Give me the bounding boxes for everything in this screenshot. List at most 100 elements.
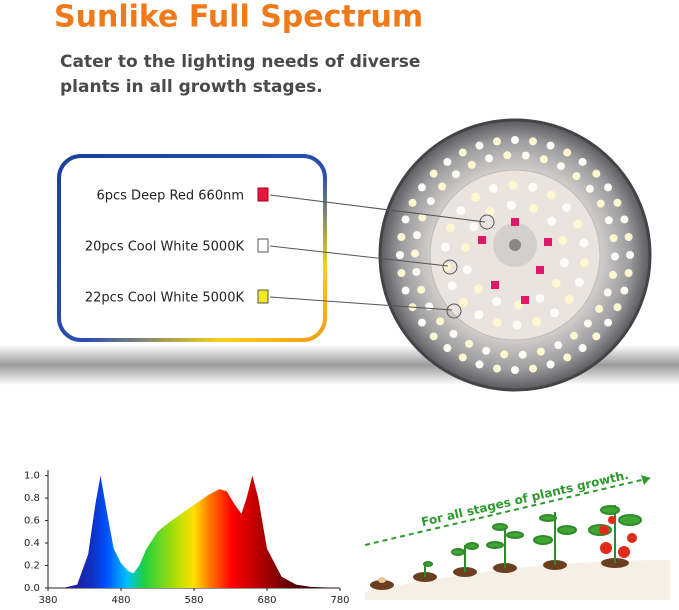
led	[528, 203, 538, 213]
led	[532, 317, 542, 327]
led	[547, 216, 557, 226]
led	[573, 219, 583, 229]
x-tick-label: 580	[184, 595, 203, 606]
led	[592, 332, 601, 341]
led	[521, 296, 529, 304]
led	[609, 234, 618, 243]
x-tick-label: 780	[330, 595, 349, 606]
led	[579, 238, 589, 248]
led	[536, 266, 544, 274]
led	[456, 206, 466, 216]
led	[461, 242, 471, 252]
led	[604, 183, 613, 192]
led	[418, 213, 427, 222]
led	[578, 157, 587, 166]
led	[488, 183, 498, 193]
led	[412, 231, 421, 240]
spectrum-chart: 0.0 0.2 0.4 0.6 0.8 1.0 380 480 580 680 780	[24, 470, 350, 606]
led	[604, 318, 613, 327]
led	[604, 216, 613, 225]
led	[401, 215, 410, 224]
legend-label: 22pcs Cool White 5000K	[85, 291, 245, 306]
y-tick-label: 1.0	[24, 471, 40, 482]
y-tick-label: 0.8	[24, 493, 40, 504]
title: Sunlike Full Spectrum	[54, 0, 423, 35]
led	[485, 207, 495, 217]
subtitle: Cater to the lighting needs of diverse	[60, 52, 420, 72]
led	[396, 251, 404, 259]
led	[408, 198, 417, 207]
led	[458, 148, 467, 157]
y-tick-label: 0.4	[24, 538, 40, 549]
led	[544, 238, 552, 246]
led	[574, 277, 584, 287]
led	[443, 344, 452, 353]
led	[585, 184, 594, 193]
led	[458, 297, 468, 307]
led	[546, 190, 556, 200]
led	[559, 258, 569, 268]
led	[572, 172, 581, 181]
subtitle: plants in all growth stages.	[60, 77, 323, 97]
led	[436, 317, 445, 326]
led	[511, 366, 519, 374]
led	[592, 169, 601, 178]
led	[397, 233, 406, 242]
legend-label: 6pcs Deep Red 660nm	[96, 189, 244, 204]
led	[500, 350, 509, 359]
led	[446, 223, 456, 233]
led	[562, 203, 572, 213]
x-tick-label: 680	[257, 595, 276, 606]
led	[429, 169, 438, 178]
led	[493, 364, 502, 373]
led	[514, 300, 524, 310]
led	[624, 268, 633, 277]
led	[626, 251, 634, 259]
x-tick-label: 380	[38, 595, 57, 606]
led	[550, 308, 560, 318]
led	[564, 294, 574, 304]
led	[528, 182, 538, 192]
led	[546, 141, 555, 150]
led	[511, 136, 519, 144]
led	[438, 182, 447, 191]
legend-label: 20pcs Cool White 5000K	[85, 240, 245, 255]
led	[620, 215, 629, 224]
led	[451, 170, 460, 179]
led	[491, 281, 499, 289]
x-tick-label: 480	[111, 595, 130, 606]
led	[556, 162, 565, 171]
led	[417, 285, 426, 294]
led	[613, 198, 622, 207]
led	[474, 310, 484, 320]
led	[580, 258, 590, 268]
led	[449, 329, 458, 338]
led	[417, 183, 426, 192]
led	[521, 151, 530, 160]
led	[443, 157, 452, 166]
led	[554, 341, 563, 350]
led	[528, 364, 537, 373]
led	[475, 360, 484, 369]
led	[609, 270, 618, 279]
led	[425, 302, 434, 311]
led	[603, 288, 612, 297]
led	[412, 267, 421, 276]
led	[426, 197, 435, 206]
y-tick-label: 0.0	[24, 583, 40, 594]
led	[397, 268, 406, 277]
caption: For all stages of plants growth.	[420, 468, 630, 529]
led	[462, 265, 472, 275]
led	[492, 318, 502, 328]
led	[411, 249, 420, 258]
led	[508, 180, 518, 190]
led	[478, 236, 486, 244]
led	[536, 347, 545, 356]
led	[429, 332, 438, 341]
led	[493, 137, 502, 146]
led	[583, 319, 592, 328]
led	[596, 199, 605, 208]
led	[610, 252, 619, 261]
led	[440, 242, 450, 252]
